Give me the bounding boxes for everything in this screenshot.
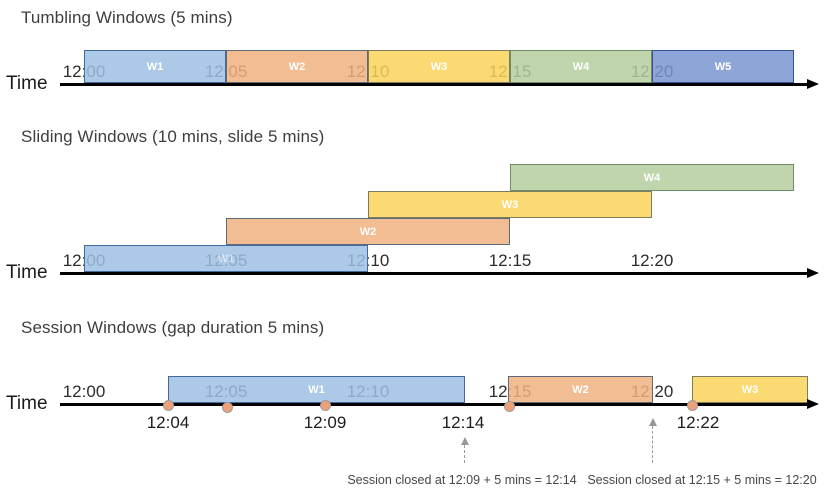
event-time-label-12-09: 12:09 bbox=[303, 413, 347, 432]
window-w2 bbox=[226, 218, 510, 245]
window-label-w5: W5 bbox=[714, 60, 732, 73]
window-w5 bbox=[652, 50, 794, 83]
event-time-label-12-14: 12:14 bbox=[441, 413, 485, 432]
window-label-w3: W3 bbox=[741, 383, 759, 396]
session-time-axis bbox=[60, 403, 808, 406]
window-label-w1: W1 bbox=[308, 383, 325, 396]
tick-label-12-15: 12:15 bbox=[488, 251, 532, 270]
event-dot bbox=[162, 400, 174, 411]
event-dot bbox=[319, 400, 331, 411]
window-label-w3: W3 bbox=[430, 60, 448, 73]
window-w1 bbox=[168, 376, 465, 403]
window-label-w3: W3 bbox=[501, 198, 519, 211]
window-w3 bbox=[368, 191, 652, 218]
window-label-w2: W2 bbox=[288, 60, 306, 73]
tick-label-12-20: 12:20 bbox=[630, 251, 674, 270]
window-w4 bbox=[510, 164, 794, 191]
sliding-time-axis bbox=[60, 272, 808, 275]
session-section-title: Session Windows (gap duration 5 mins) bbox=[21, 318, 325, 337]
window-label-w4: W4 bbox=[643, 171, 661, 184]
session-time-axis-label: Time bbox=[6, 393, 48, 414]
window-w3 bbox=[692, 376, 808, 403]
session-close-arrow-icon bbox=[649, 418, 657, 426]
session-axis-arrow-icon bbox=[807, 399, 819, 410]
event-time-label-12-22: 12:22 bbox=[676, 413, 720, 432]
event-time-label-12-04: 12:04 bbox=[146, 413, 190, 432]
window-w1 bbox=[84, 245, 368, 272]
session-close-arrow-icon bbox=[461, 437, 469, 445]
window-w2 bbox=[226, 50, 368, 83]
window-label-w1: W1 bbox=[146, 60, 164, 73]
tumbling-section-title: Tumbling Windows (5 mins) bbox=[21, 8, 233, 27]
tumbling-time-axis bbox=[60, 83, 808, 86]
sliding-axis-arrow-icon bbox=[807, 268, 819, 279]
window-label-w2: W2 bbox=[359, 225, 377, 238]
window-label-w1: W1 bbox=[217, 252, 235, 265]
session-close-annotation: Session closed at 12:09 + 5 mins = 12:14 bbox=[347, 473, 577, 487]
window-w4 bbox=[510, 50, 652, 83]
session-close-arrow-line bbox=[652, 426, 654, 463]
tumbling-axis-arrow-icon bbox=[807, 79, 819, 90]
window-label-w2: W2 bbox=[572, 383, 589, 396]
window-w3 bbox=[368, 50, 510, 83]
session-close-arrow-line bbox=[464, 445, 466, 463]
event-dot bbox=[686, 400, 698, 411]
event-dot bbox=[221, 402, 233, 413]
window-w2 bbox=[508, 376, 653, 403]
tumbling-time-axis-label: Time bbox=[6, 73, 48, 94]
window-w1 bbox=[84, 50, 226, 83]
sliding-section-title: Sliding Windows (10 mins, slide 5 mins) bbox=[21, 127, 325, 146]
event-dot bbox=[503, 401, 515, 412]
sliding-time-axis-label: Time bbox=[6, 262, 48, 283]
window-label-w4: W4 bbox=[572, 60, 590, 73]
tick-label-12-00: 12:00 bbox=[62, 382, 106, 401]
session-close-annotation: Session closed at 12:15 + 5 mins = 12:20 bbox=[587, 473, 817, 487]
